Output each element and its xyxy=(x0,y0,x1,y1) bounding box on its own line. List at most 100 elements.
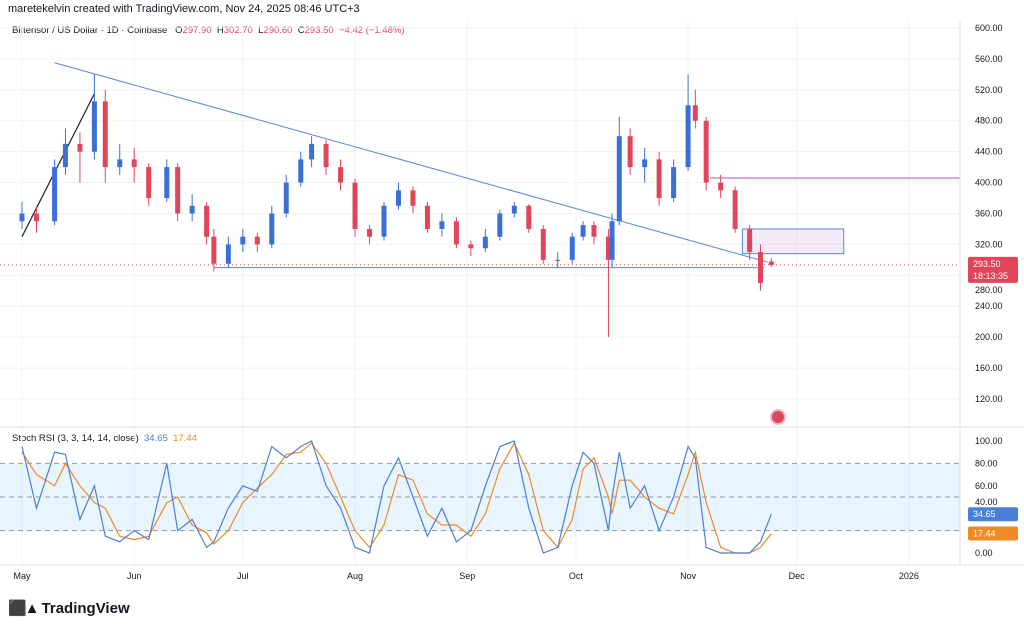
candle[interactable] xyxy=(283,182,289,214)
candle[interactable] xyxy=(605,236,611,260)
candle[interactable] xyxy=(511,205,517,214)
price-tick-label: 280.00 xyxy=(975,285,1003,295)
candle[interactable] xyxy=(410,190,416,206)
candle[interactable] xyxy=(439,221,445,229)
rsi-tick-label: 80.00 xyxy=(975,458,998,468)
candle[interactable] xyxy=(757,252,763,284)
candle[interactable] xyxy=(580,225,586,237)
tradingview-logo: ⬛▲ TradingView xyxy=(8,599,130,618)
candle[interactable] xyxy=(627,136,633,168)
descending-trendline[interactable] xyxy=(54,62,768,263)
candle[interactable] xyxy=(526,205,532,229)
rally-trendline[interactable] xyxy=(21,93,95,237)
time-tick-label: 2026 xyxy=(899,571,919,581)
candle[interactable] xyxy=(323,143,329,168)
candle[interactable] xyxy=(591,225,597,237)
k-value: 34.65 xyxy=(144,433,168,444)
candle[interactable] xyxy=(117,159,123,168)
price-tick-label: 520.00 xyxy=(975,85,1003,95)
candle[interactable] xyxy=(768,261,774,265)
close-value: 293.50 xyxy=(304,25,334,36)
price-tick-label: 320.00 xyxy=(975,239,1003,249)
candle[interactable] xyxy=(718,182,724,191)
candle[interactable] xyxy=(19,213,25,222)
candle[interactable] xyxy=(77,143,83,152)
d-value: 17.44 xyxy=(173,433,197,444)
change-value: −4.42 (−1.48%) xyxy=(338,25,405,36)
event-flag-icon[interactable] xyxy=(770,409,786,425)
candle[interactable] xyxy=(211,236,217,264)
price-tick-label: 200.00 xyxy=(975,332,1003,342)
stoch-rsi-legend: Stoch RSI (3, 3, 14, 14, close) 34.65 17… xyxy=(12,433,197,444)
supply-zone[interactable] xyxy=(741,228,845,255)
rsi-tick-label: 0.00 xyxy=(975,548,993,558)
candle[interactable] xyxy=(540,228,546,260)
candle[interactable] xyxy=(497,213,503,237)
candle[interactable] xyxy=(671,167,677,199)
last-price-text: 293.50 xyxy=(973,259,1001,269)
stoch-d-line xyxy=(21,441,772,554)
candle[interactable] xyxy=(204,205,210,237)
time-tick-label: Jun xyxy=(127,571,142,581)
price-tick-label: 360.00 xyxy=(975,208,1003,218)
candle[interactable] xyxy=(52,167,58,222)
stoch-k-line xyxy=(21,440,772,554)
k-value-badge xyxy=(968,507,1018,522)
low-value: 290.60 xyxy=(263,25,293,36)
candle[interactable] xyxy=(62,143,68,168)
countdown-text: 18:13:35 xyxy=(973,271,1008,281)
candle[interactable] xyxy=(131,159,137,168)
price-tick-label: 120.00 xyxy=(975,394,1003,404)
candle[interactable] xyxy=(453,221,459,245)
candle[interactable] xyxy=(240,236,246,245)
candle[interactable] xyxy=(381,205,387,237)
candle[interactable] xyxy=(703,120,709,183)
candle[interactable] xyxy=(338,167,344,183)
symbol-title[interactable]: Bittensor / US Dollar · 1D · Coinbase xyxy=(12,25,168,36)
candle[interactable] xyxy=(164,167,170,199)
candle[interactable] xyxy=(732,190,738,229)
price-tick-label: 440.00 xyxy=(975,147,1003,157)
candle[interactable] xyxy=(33,213,39,222)
candle[interactable] xyxy=(146,167,152,199)
candle[interactable] xyxy=(254,236,260,245)
chart-credit: maretekelvin created with TradingView.co… xyxy=(8,3,360,15)
time-tick-label: Sep xyxy=(459,571,475,581)
open-label: O xyxy=(175,25,183,36)
candle[interactable] xyxy=(609,221,615,260)
candle[interactable] xyxy=(367,228,373,237)
candle[interactable] xyxy=(309,143,315,160)
candle[interactable] xyxy=(102,101,108,168)
price-tick-label: 560.00 xyxy=(975,54,1003,64)
candle[interactable] xyxy=(685,105,691,168)
candle[interactable] xyxy=(692,105,698,121)
candle[interactable] xyxy=(555,259,561,261)
time-tick-label: Nov xyxy=(680,571,697,581)
candle[interactable] xyxy=(656,159,662,199)
candle[interactable] xyxy=(569,236,575,260)
candle[interactable] xyxy=(616,136,622,222)
candle[interactable] xyxy=(482,236,488,249)
candle[interactable] xyxy=(395,190,401,206)
candle[interactable] xyxy=(642,159,648,168)
candle[interactable] xyxy=(352,182,358,229)
rsi-tick-label: 100.00 xyxy=(975,436,1003,446)
candle[interactable] xyxy=(424,205,430,229)
price-tick-label: 160.00 xyxy=(975,363,1003,373)
candle[interactable] xyxy=(189,205,195,214)
candle[interactable] xyxy=(175,167,181,214)
rsi-tick-label: 60.00 xyxy=(975,481,998,491)
candle[interactable] xyxy=(747,228,753,253)
price-tick-label: 400.00 xyxy=(975,178,1003,188)
indicator-name[interactable]: Stoch RSI (3, 3, 14, 14, close) xyxy=(12,433,139,444)
low-label: L xyxy=(258,25,264,36)
candle[interactable] xyxy=(269,213,275,245)
candle[interactable] xyxy=(225,244,231,264)
candle[interactable] xyxy=(91,101,97,152)
candle[interactable] xyxy=(468,244,474,249)
candle[interactable] xyxy=(298,159,304,183)
time-tick-label: Aug xyxy=(347,571,363,581)
time-tick-label: Oct xyxy=(569,571,584,581)
logo-text: TradingView xyxy=(41,599,130,617)
